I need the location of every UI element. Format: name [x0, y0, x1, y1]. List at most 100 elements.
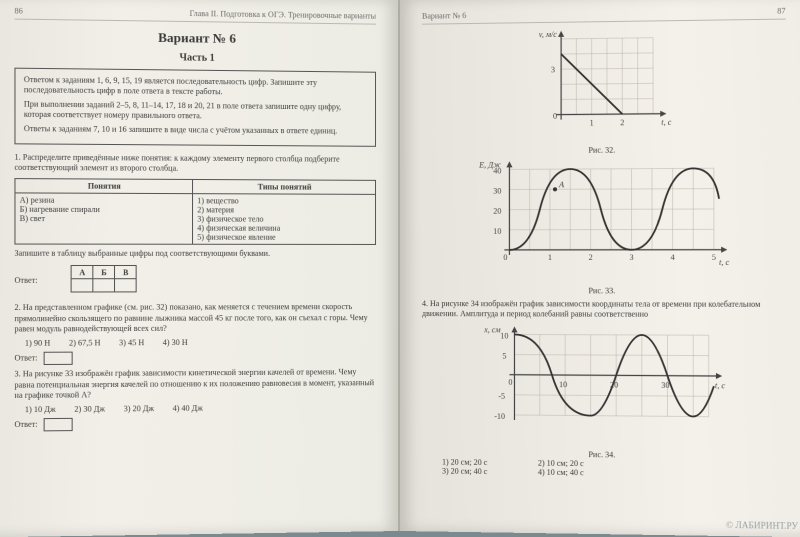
- fig-34-svg: 10 5 -5 -10 0 10 20 30 t, с x, см: [480, 324, 725, 447]
- fig-33-svg: A 10 20 30 40 0 1 2 3 4 5 t, с E, Дж: [475, 160, 730, 282]
- part-title: Часть 1: [14, 50, 376, 65]
- q4-opt-4: 4) 10 см; 40 с: [538, 467, 584, 477]
- answer-table: А Б В: [71, 265, 137, 293]
- concept-right-1: 2) материя: [197, 205, 371, 215]
- q3-opt-2: 2) 30 Дж: [74, 405, 105, 414]
- watermark: © ЛАБИРИНТ.РУ: [726, 520, 798, 531]
- q4-options: 1) 20 см; 20 с 3) 20 см; 40 с 2) 10 см; …: [442, 457, 786, 479]
- svg-text:0: 0: [553, 112, 557, 121]
- q4-opt-1: 1) 20 см; 20 с: [442, 457, 487, 467]
- svg-text:5: 5: [502, 351, 506, 360]
- concept-table: Понятия Типы понятий А) резина Б) нагрев…: [14, 178, 376, 245]
- svg-text:1: 1: [590, 118, 594, 127]
- svg-text:30: 30: [661, 380, 669, 389]
- concept-right-0: 1) вещество: [197, 196, 371, 206]
- q3-answer: Ответ:: [14, 416, 376, 432]
- svg-text:2: 2: [589, 253, 593, 262]
- svg-text:A: A: [558, 180, 564, 189]
- svg-text:-5: -5: [498, 391, 505, 400]
- answer-label: Ответ:: [14, 276, 37, 285]
- page-right: Вариант № 6 87: [400, 0, 800, 537]
- q4-opt-2: 2) 10 см; 20 с: [538, 458, 584, 468]
- concept-left-2: В) свет: [20, 214, 188, 224]
- concept-right-2: 3) физическое тело: [197, 214, 371, 224]
- header-right: Вариант № 6 87: [422, 6, 786, 24]
- svg-text:4: 4: [671, 253, 675, 262]
- question-1: 1. Распределите приведённые ниже понятия…: [14, 152, 376, 175]
- svg-text:20: 20: [610, 380, 618, 389]
- q3-opt-1: 1) 10 Дж: [25, 405, 56, 414]
- q2-answer: Ответ:: [14, 350, 376, 365]
- q2-opt-2: 2) 67,5 Н: [69, 339, 101, 348]
- svg-text:2: 2: [620, 118, 624, 127]
- question-2: 2. На представленном графике (см. рис. 3…: [14, 302, 376, 335]
- page-left: 86 Глава II. Подготовка к ОГЭ. Тренирово…: [0, 0, 400, 537]
- q4-col1: 1) 20 см; 20 с 3) 20 см; 40 с: [442, 457, 487, 476]
- ans-col-b: Б: [93, 266, 115, 279]
- svg-text:t, с: t, с: [661, 118, 672, 127]
- svg-text:10: 10: [559, 380, 567, 389]
- svg-text:0: 0: [503, 253, 507, 262]
- svg-text:-10: -10: [494, 412, 505, 421]
- svg-text:t, с: t, с: [719, 258, 730, 267]
- svg-text:1: 1: [548, 253, 552, 262]
- svg-text:v, м/с: v, м/с: [539, 30, 558, 39]
- book-spread: 86 Глава II. Подготовка к ОГЭ. Тренирово…: [0, 0, 800, 531]
- ans-col-c: В: [115, 266, 137, 279]
- ans-cell-a[interactable]: [71, 279, 93, 292]
- fig-33: A 10 20 30 40 0 1 2 3 4 5 t, с E, Дж Рис…: [422, 160, 786, 296]
- q3-ans-box[interactable]: [44, 418, 73, 432]
- header-left: 86 Глава II. Подготовка к ОГЭ. Тренирово…: [14, 6, 376, 24]
- svg-text:5: 5: [712, 253, 716, 262]
- instruction-box: Ответом к заданиям 1, 6, 9, 15, 19 являе…: [14, 68, 376, 147]
- q4-opt-3: 3) 20 см; 40 с: [442, 466, 487, 476]
- fig-33-caption: Рис. 33.: [422, 286, 786, 296]
- q3-options: 1) 10 Дж 2) 30 Дж 3) 20 Дж 4) 40 Дж: [25, 403, 376, 415]
- question-3: 3. На рисунке 33 изображён график зависи…: [14, 367, 376, 401]
- fig-32-svg: 3 1 2 0 t, с v, м/с: [531, 29, 674, 142]
- ans-cell-c[interactable]: [115, 279, 137, 292]
- page-number-left: 86: [14, 6, 22, 15]
- svg-text:10: 10: [493, 227, 501, 236]
- ans-col-a: А: [71, 266, 93, 279]
- ans-cell-b[interactable]: [93, 279, 115, 292]
- q2-ans-box[interactable]: [44, 352, 73, 365]
- concept-head-right: Типы понятий: [193, 179, 376, 194]
- svg-text:3: 3: [629, 253, 633, 262]
- svg-text:30: 30: [493, 187, 501, 196]
- concept-right-cells: 1) вещество 2) материя 3) физическое тел…: [193, 193, 376, 244]
- fig-32: 3 1 2 0 t, с v, м/с Рис. 32.: [422, 28, 786, 156]
- instruction-1: Ответом к заданиям 1, 6, 9, 15, 19 являе…: [24, 75, 367, 100]
- svg-text:10: 10: [500, 331, 508, 340]
- svg-text:t, с: t, с: [715, 381, 725, 390]
- svg-text:0: 0: [508, 377, 512, 386]
- instruction-2: При выполнении заданий 2–5, 8, 11–14, 17…: [24, 99, 367, 123]
- concept-left-cells: А) резина Б) нагревание спирали В) свет: [15, 193, 193, 244]
- concept-head-left: Понятия: [15, 178, 193, 193]
- answer-row: Ответ: А Б В: [14, 263, 376, 299]
- running-head-left: Глава II. Подготовка к ОГЭ. Тренировочны…: [190, 9, 376, 21]
- q2-opt-4: 4) 30 Н: [163, 338, 188, 347]
- svg-text:E, Дж: E, Дж: [478, 160, 501, 169]
- instruction-3: Ответы к заданиям 7, 10 и 16 запишите в …: [24, 124, 367, 137]
- q2-opt-3: 3) 45 Н: [119, 338, 144, 347]
- q3-opt-3: 3) 20 Дж: [124, 404, 154, 413]
- variant-title: Вариант № 6: [14, 28, 376, 49]
- q2-options: 1) 90 Н 2) 67,5 Н 3) 45 Н 4) 30 Н: [25, 337, 376, 348]
- q3-opt-4: 4) 40 Дж: [173, 404, 203, 413]
- q2-ans-label: Ответ:: [14, 353, 37, 362]
- q2-opt-1: 1) 90 Н: [25, 339, 50, 348]
- svg-text:x, см: x, см: [483, 325, 500, 334]
- concept-right-3: 4) физическая величина: [197, 223, 371, 232]
- q3-ans-label: Ответ:: [14, 420, 37, 429]
- q4-col2: 2) 10 см; 20 с 4) 10 см; 40 с: [538, 458, 584, 477]
- question-4: 4. На рисунке 34 изображён график зависи…: [422, 299, 786, 321]
- concept-left-0: А) резина: [20, 195, 188, 205]
- fig-32-caption: Рис. 32.: [422, 144, 786, 156]
- running-head-right: Вариант № 6: [422, 11, 466, 21]
- page-number-right: 87: [777, 6, 785, 15]
- concept-right-4: 5) физическое явление: [197, 232, 371, 241]
- svg-text:20: 20: [493, 207, 501, 216]
- fig-34: 10 5 -5 -10 0 10 20 30 t, с x, см Рис. 3…: [422, 324, 786, 461]
- svg-text:3: 3: [551, 65, 555, 74]
